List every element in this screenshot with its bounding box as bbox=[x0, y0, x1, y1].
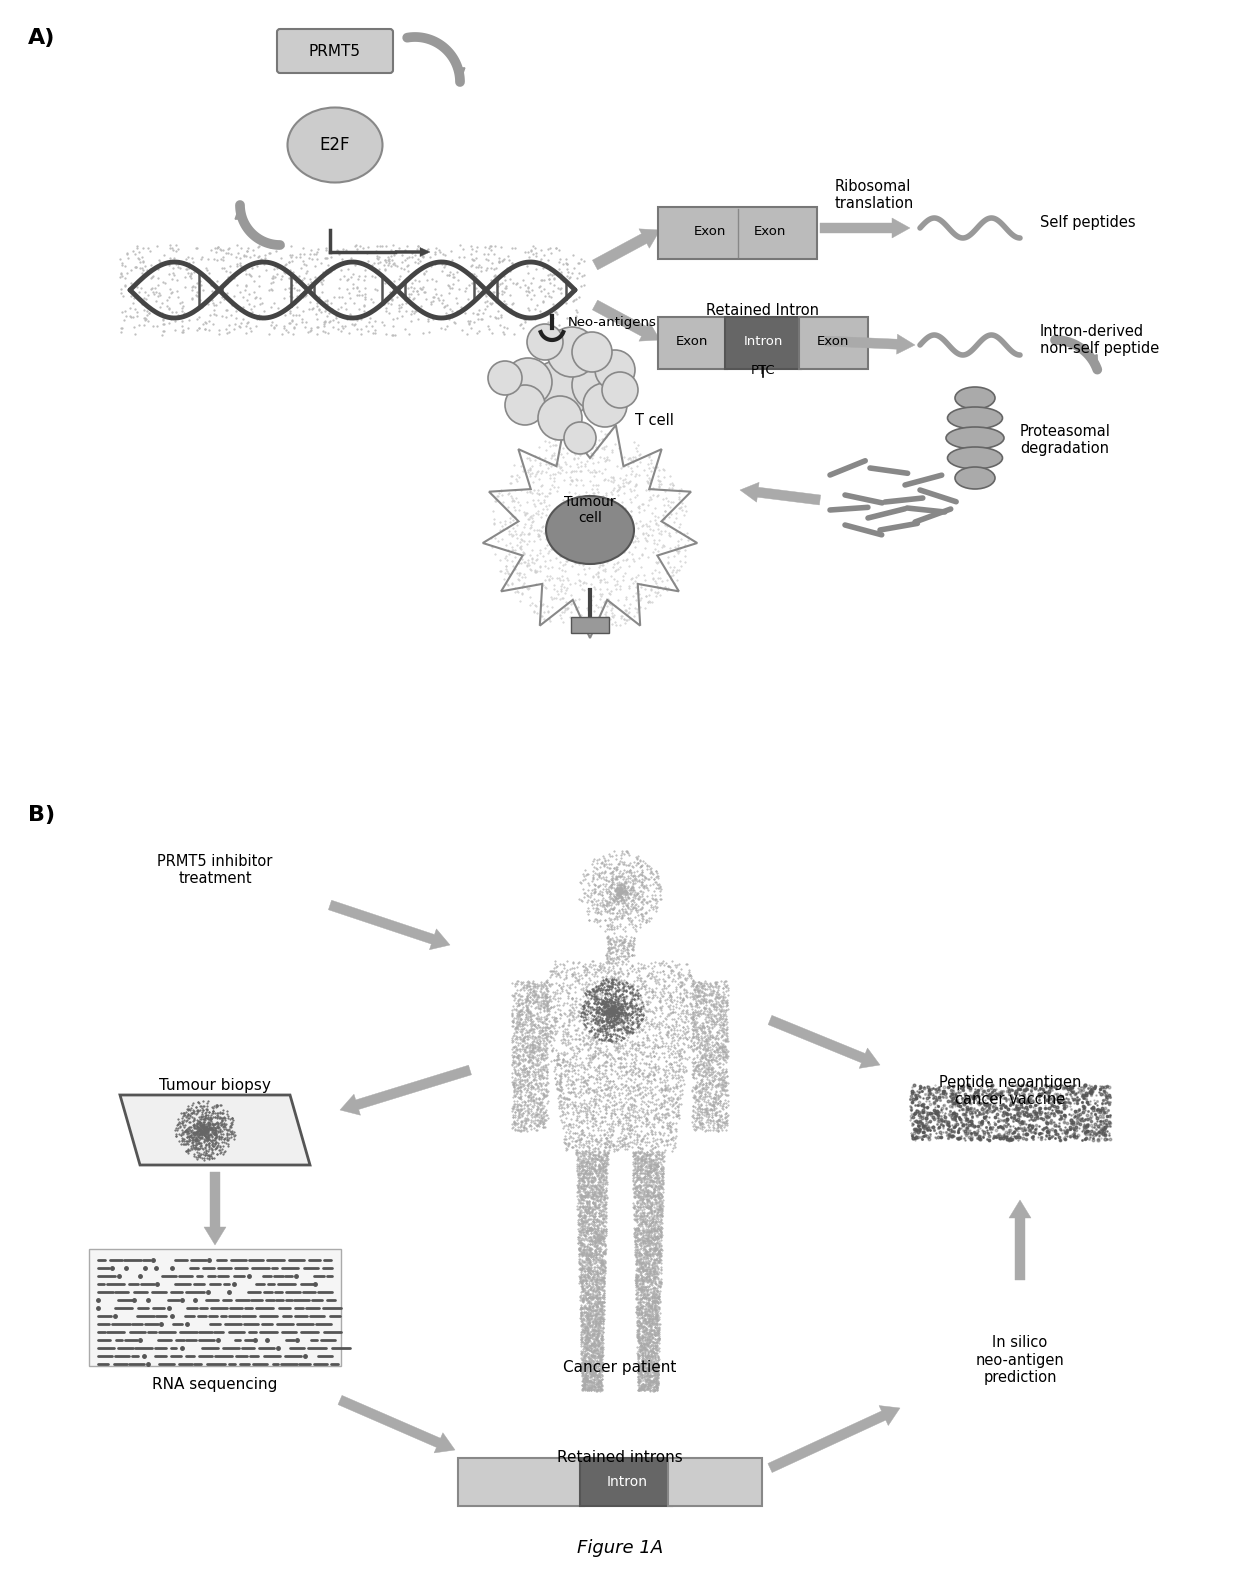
Polygon shape bbox=[396, 248, 430, 256]
Text: T cell: T cell bbox=[635, 412, 673, 428]
Circle shape bbox=[601, 371, 639, 408]
Text: Intron-derived
non-self peptide: Intron-derived non-self peptide bbox=[1040, 324, 1159, 356]
Circle shape bbox=[529, 360, 590, 420]
Text: Cancer patient: Cancer patient bbox=[563, 1360, 677, 1375]
FancyBboxPatch shape bbox=[89, 1250, 341, 1367]
Circle shape bbox=[489, 360, 522, 395]
Circle shape bbox=[572, 332, 613, 371]
Text: B): B) bbox=[29, 804, 55, 825]
Polygon shape bbox=[454, 68, 465, 82]
Text: E2F: E2F bbox=[320, 136, 350, 153]
Polygon shape bbox=[825, 335, 915, 354]
Polygon shape bbox=[340, 1065, 471, 1115]
Text: PTC: PTC bbox=[750, 363, 775, 378]
Polygon shape bbox=[1087, 354, 1097, 370]
Polygon shape bbox=[329, 901, 450, 950]
FancyBboxPatch shape bbox=[725, 318, 801, 370]
Ellipse shape bbox=[955, 387, 994, 409]
Polygon shape bbox=[236, 205, 246, 220]
FancyBboxPatch shape bbox=[580, 1458, 672, 1506]
Ellipse shape bbox=[955, 468, 994, 488]
Circle shape bbox=[503, 359, 552, 406]
Polygon shape bbox=[593, 300, 660, 341]
FancyBboxPatch shape bbox=[658, 207, 817, 259]
Polygon shape bbox=[593, 229, 660, 270]
Polygon shape bbox=[820, 218, 910, 239]
Text: Retained introns: Retained introns bbox=[557, 1450, 683, 1465]
Text: Peptide neoantigen
cancer vaccine: Peptide neoantigen cancer vaccine bbox=[939, 1074, 1081, 1108]
Text: Figure 1A: Figure 1A bbox=[577, 1539, 663, 1556]
Text: PRMT5 inhibitor
treatment: PRMT5 inhibitor treatment bbox=[157, 853, 273, 886]
Text: Retained Intron: Retained Intron bbox=[707, 303, 820, 318]
Text: Intron: Intron bbox=[743, 335, 782, 348]
Circle shape bbox=[505, 386, 546, 425]
Text: Tumour biopsy: Tumour biopsy bbox=[159, 1078, 270, 1093]
Circle shape bbox=[547, 327, 596, 378]
Polygon shape bbox=[740, 482, 821, 506]
FancyBboxPatch shape bbox=[570, 618, 609, 634]
Text: In silico
neo-antigen
prediction: In silico neo-antigen prediction bbox=[976, 1335, 1064, 1386]
Polygon shape bbox=[768, 1406, 900, 1473]
Circle shape bbox=[538, 397, 582, 439]
FancyBboxPatch shape bbox=[668, 1458, 763, 1506]
Text: Self peptides: Self peptides bbox=[1040, 215, 1136, 229]
Circle shape bbox=[527, 324, 563, 360]
Circle shape bbox=[572, 359, 624, 411]
Ellipse shape bbox=[546, 496, 634, 564]
Text: Tumour
cell: Tumour cell bbox=[564, 495, 616, 525]
Polygon shape bbox=[339, 1395, 455, 1454]
FancyBboxPatch shape bbox=[658, 318, 727, 370]
FancyBboxPatch shape bbox=[277, 28, 393, 73]
Text: Exon: Exon bbox=[817, 335, 849, 348]
Polygon shape bbox=[1009, 1199, 1030, 1280]
Ellipse shape bbox=[947, 447, 1002, 469]
Text: PRMT5: PRMT5 bbox=[309, 44, 361, 58]
Text: Exon: Exon bbox=[694, 224, 727, 237]
Text: Intron: Intron bbox=[606, 1476, 647, 1488]
Text: A): A) bbox=[29, 28, 56, 47]
FancyBboxPatch shape bbox=[799, 318, 868, 370]
FancyBboxPatch shape bbox=[458, 1458, 584, 1506]
Text: Proteasomal
degradation: Proteasomal degradation bbox=[1021, 423, 1111, 457]
Text: Neo-antigens: Neo-antigens bbox=[568, 316, 657, 329]
Polygon shape bbox=[205, 1172, 226, 1245]
Circle shape bbox=[583, 382, 627, 427]
Polygon shape bbox=[768, 1016, 880, 1068]
Text: Exon: Exon bbox=[754, 224, 786, 237]
Text: Exon: Exon bbox=[676, 335, 708, 348]
Text: Ribosomal
translation: Ribosomal translation bbox=[835, 179, 914, 212]
Circle shape bbox=[564, 422, 596, 453]
Circle shape bbox=[595, 351, 635, 390]
Polygon shape bbox=[120, 1095, 310, 1164]
Ellipse shape bbox=[288, 107, 382, 183]
Text: RNA sequencing: RNA sequencing bbox=[153, 1378, 278, 1392]
Ellipse shape bbox=[947, 408, 1002, 430]
Ellipse shape bbox=[946, 427, 1004, 449]
